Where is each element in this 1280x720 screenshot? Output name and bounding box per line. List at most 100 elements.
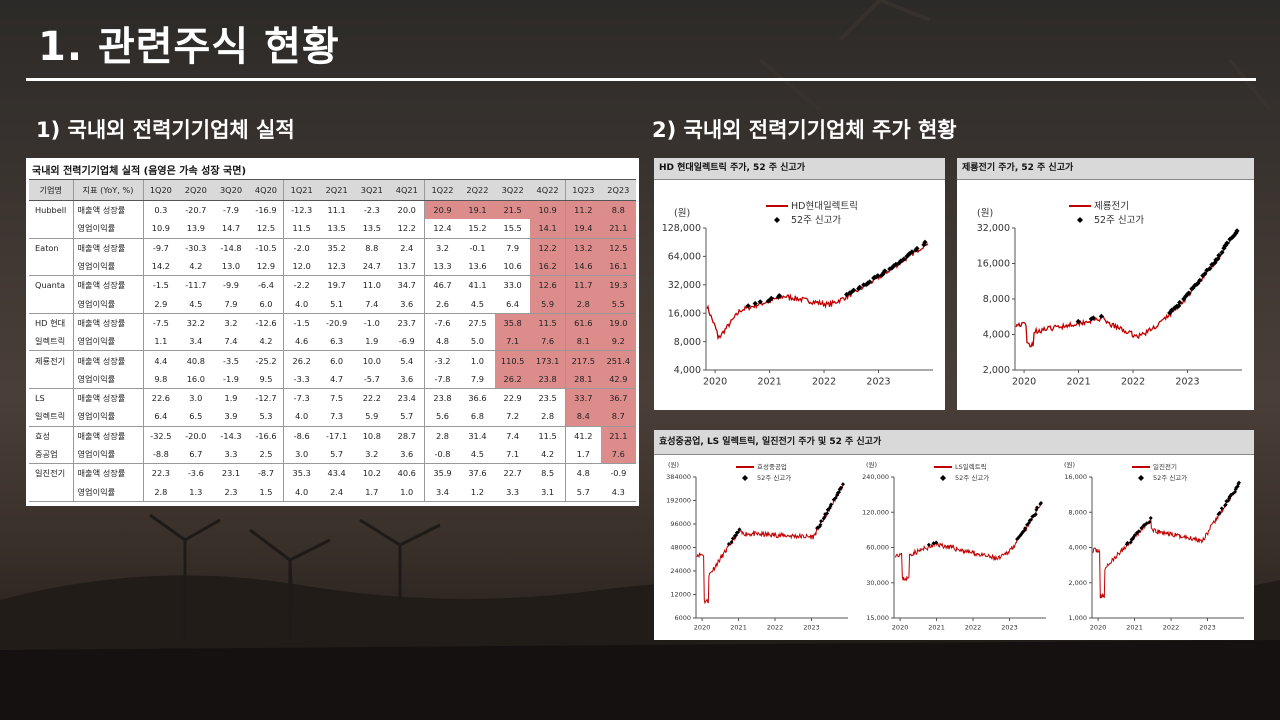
new-high-marker <box>818 522 823 527</box>
new-high-marker <box>839 485 844 490</box>
value-cell: 7.4 <box>354 294 390 314</box>
value-cell: 0.3 <box>142 200 179 220</box>
x-tick-label: 2022 <box>1121 377 1145 388</box>
y-tick-label: 4,000 <box>674 365 701 376</box>
value-cell: 2.8 <box>424 426 460 445</box>
metric-cell: 영업이익률 <box>72 444 143 465</box>
table-row: Eaton 매출액 성장률 -9.7 -30.3 -14.8 -10.5 -2.0 35.2 8… <box>29 238 636 257</box>
new-high-marker <box>822 515 827 520</box>
value-cell: 8.4 <box>564 407 601 427</box>
table-row: 영업이익률 2.8 1.3 2.3 1.5 4.0 2.4 1.7 1.0 3.4 1.2 3.3 3.… <box>29 482 636 502</box>
value-cell: 5.4 <box>400 355 414 366</box>
metric-cell: 영업이익률 <box>72 407 143 427</box>
value-cell: -32.5 <box>142 426 179 445</box>
value-cell: 19.3 <box>600 275 636 295</box>
value-cell: -30.3 <box>185 242 207 253</box>
table-row: 효성 매출액 성장률 -32.5 -20.0 -14.3 -16.6 -8.6 -17.1 10… <box>29 426 636 445</box>
value-cell: -20.0 <box>185 430 207 441</box>
x-tick-label: 2020 <box>1090 624 1107 632</box>
y-tick-label: 12000 <box>670 591 691 599</box>
legend-line-label: 효성중공업 <box>757 462 787 471</box>
table-row: HD 현대 매출액 성장률 -7.5 32.2 3.2 -12.6 -1.5 -20.9 -1.… <box>29 313 636 333</box>
value-cell: 7.6 <box>600 444 636 465</box>
price-line <box>1092 482 1240 599</box>
new-high-marker <box>851 287 857 293</box>
value-cell: 14.7 <box>213 219 249 239</box>
legend-marker-label: 52주 신고가 <box>791 215 841 226</box>
new-high-marker <box>1235 484 1240 489</box>
earnings-table: 기업명 지표 (YoY, %) 1Q20 2Q20 3Q20 4Q20 1Q21 2Q21 3Q… <box>29 179 636 502</box>
value-cell: 10.9 <box>530 200 566 220</box>
combo-chart-panel: 효성중공업, LS 일렉트릭, 일진전기 주가 및 52 주 신고가 (원) 효성… <box>654 430 1254 640</box>
value-cell: 7.2 <box>495 407 531 427</box>
value-cell: 13.3 <box>424 256 460 277</box>
hyosung-stock-chart: (원) 효성중공업 52주 신고가 6000 12000 24000 48000 96000 1… <box>666 460 848 632</box>
value-cell: 6.5 <box>178 407 214 427</box>
value-cell: 5.5 <box>600 294 636 314</box>
y-tick-label: 240,000 <box>862 473 889 481</box>
value-cell: 10.9 <box>142 219 179 239</box>
value-cell: 35.9 <box>424 463 460 483</box>
new-high-marker <box>913 247 919 253</box>
new-high-marker <box>737 527 742 532</box>
value-cell: 28.1 <box>564 369 601 389</box>
value-cell: 15.2 <box>459 219 496 239</box>
new-high-marker <box>872 274 878 280</box>
value-cell: 22.9 <box>503 393 522 404</box>
new-high-marker <box>736 530 741 535</box>
value-cell: 21.1 <box>600 219 636 239</box>
new-high-marker <box>827 506 832 511</box>
new-high-marker <box>934 540 939 545</box>
table-row: 일렉트릭 영업이익률 1.1 3.4 7.4 4.2 4.6 6.3 1.9 -6.9 4.8 5.0… <box>29 332 636 352</box>
value-cell: 1.0 <box>470 355 484 366</box>
value-cell: 46.7 <box>424 275 460 295</box>
value-cell: -2.3 <box>363 205 380 216</box>
metric-cell: 영업이익률 <box>72 369 143 389</box>
metric-cell: 매출액 성장률 <box>72 350 143 370</box>
new-high-marker <box>1202 271 1208 277</box>
value-cell: 12.0 <box>283 256 320 277</box>
value-cell: 20.0 <box>397 205 416 216</box>
value-cell: 6.4 <box>142 407 179 427</box>
x-tick-label: 2020 <box>892 624 909 632</box>
value-cell: 7.4 <box>506 430 520 441</box>
value-cell: 8.8 <box>600 200 636 220</box>
new-high-marker <box>1169 307 1175 313</box>
table-row: 중공업 영업이익률 -8.8 6.7 3.3 2.5 3.0 5.7 3.2 3.6 -0.8 4.5… <box>29 444 636 465</box>
new-high-marker <box>922 239 928 245</box>
table-header-cell: 3Q20 <box>213 179 249 201</box>
value-cell: 7.9 <box>506 242 520 253</box>
x-tick-label: 2020 <box>694 624 711 632</box>
value-cell: 24.7 <box>354 256 390 277</box>
value-cell: 5.1 <box>319 294 355 314</box>
value-cell: 2.4 <box>319 482 355 502</box>
company-cell: Eaton <box>35 242 59 253</box>
new-high-marker <box>841 482 845 487</box>
value-cell: -12.7 <box>255 393 277 404</box>
value-cell: 4.3 <box>600 482 636 502</box>
new-high-marker <box>1128 540 1133 545</box>
company-cell: 중공업 <box>29 444 73 465</box>
value-cell: 12.6 <box>530 275 566 295</box>
x-tick-label: 2023 <box>1001 624 1018 632</box>
value-cell: 23.8 <box>424 388 460 408</box>
metric-cell: 매출액 성장률 <box>72 388 143 408</box>
new-high-marker <box>1226 498 1231 503</box>
value-cell: -20.7 <box>185 205 207 216</box>
value-cell: 31.4 <box>468 430 487 441</box>
legend-marker-swatch <box>940 475 946 481</box>
value-cell: 19.4 <box>564 219 601 239</box>
value-cell: 8.5 <box>541 468 555 479</box>
value-cell: -12.3 <box>283 200 320 220</box>
y-tick-label: 30,000 <box>866 579 889 587</box>
value-cell: 8.7 <box>600 407 636 427</box>
price-line <box>1015 230 1238 348</box>
value-cell: 3.6 <box>389 444 425 465</box>
value-cell: 9.5 <box>248 369 284 389</box>
value-cell: 27.5 <box>468 317 487 328</box>
value-cell: 1.3 <box>178 482 214 502</box>
right-section-heading: 2) 국내외 전력기기업체 주가 현황 <box>652 118 957 142</box>
new-high-marker <box>1227 494 1232 499</box>
value-cell: 16.1 <box>600 256 636 277</box>
value-cell: 40.6 <box>397 468 416 479</box>
